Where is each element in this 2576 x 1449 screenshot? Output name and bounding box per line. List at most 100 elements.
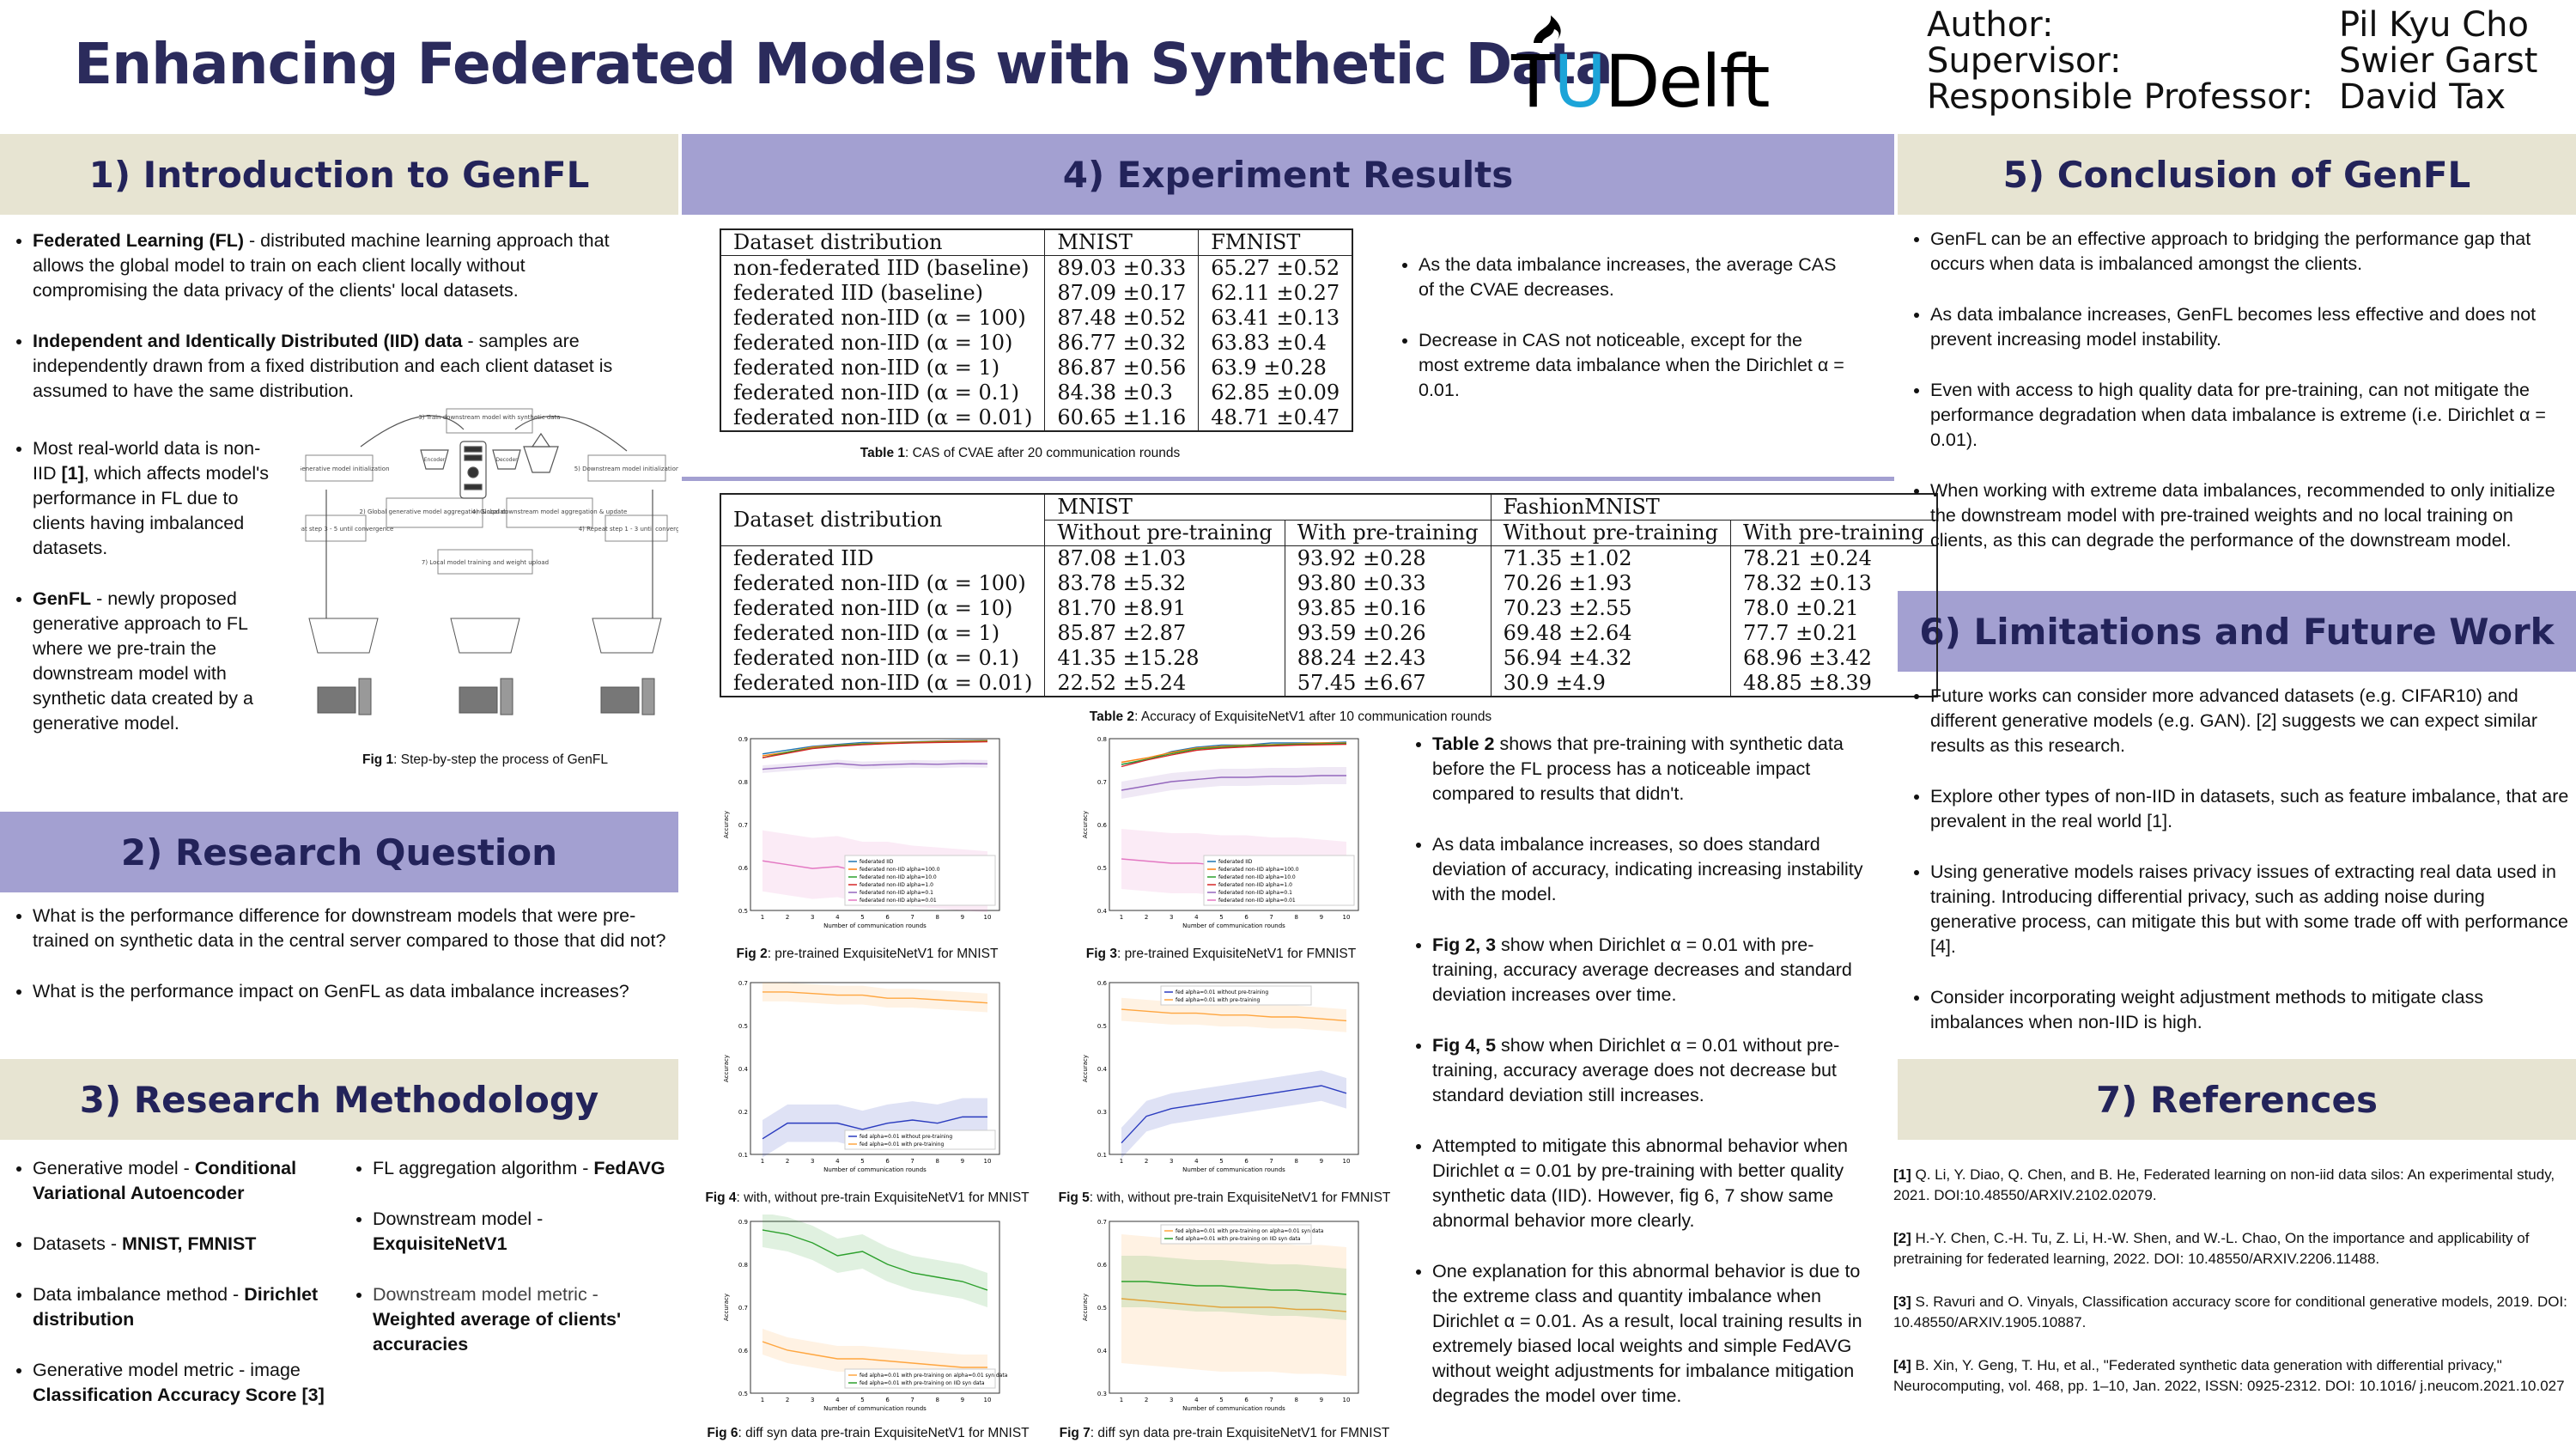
client-model-icon — [450, 618, 520, 654]
y-axis-label: Accuracy — [723, 1294, 730, 1321]
y-tick-label: 0.5 — [1097, 1023, 1107, 1030]
table1-cell: federated non-IID (α = 100) — [733, 306, 1026, 330]
plot-frame — [750, 1221, 1000, 1394]
table2-sub-cell: Without pre-training — [1044, 520, 1285, 546]
legend-box — [1160, 985, 1312, 1006]
x-axis-label: Number of communication rounds — [1182, 1166, 1285, 1173]
table1-row: federated non-IID (α = 0.01) 60.65 ±1.16 4… — [721, 405, 1352, 430]
fig4-plot: 1 2 3 4 5 6 7 8 9 10 0.1 0.2 0.4 0.5 0.7 Number of comm… — [720, 976, 1012, 1190]
fig1-box-3: 3) Train downstream model with synthetic… — [418, 414, 560, 421]
table2-cell: 93.59 ±0.26 — [1284, 621, 1492, 646]
tudelft-logo: TUDelft — [1511, 10, 1771, 124]
y-tick-label: 0.5 — [1097, 865, 1107, 872]
fig1-box-1: 1) Generative model initialization — [301, 466, 390, 472]
x-tick-label: 10 — [984, 914, 992, 921]
table1-cell: 87.48 ±0.52 — [1044, 306, 1199, 331]
x-tick-label: 5 — [1219, 1158, 1223, 1165]
method-imbalance: Data imbalance method - Dirichlet distri… — [33, 1282, 343, 1332]
y-tick-label: 0.6 — [738, 1348, 749, 1355]
conclusion-4: When working with extreme data imbalance… — [1930, 478, 2569, 553]
table1-cell: 65.27 ±0.52 — [1198, 255, 1352, 281]
legend-label: fed alpha=0.01 without pre-training — [860, 1134, 952, 1140]
std-band — [1121, 1070, 1346, 1159]
table2-sub-cell: Without pre-training — [1490, 520, 1731, 546]
table1-cell: 89.03 ±0.33 — [1044, 255, 1199, 281]
fig5-plot: 1 2 3 4 5 6 7 8 9 10 0.1 0.3 0.4 0.5 0.6 Number of comm… — [1078, 976, 1370, 1190]
table2-cell: 81.70 ±8.91 — [1044, 596, 1285, 621]
legend-box — [844, 1129, 996, 1150]
x-tick-label: 8 — [1295, 914, 1298, 921]
x-tick-label: 6 — [885, 1158, 890, 1165]
std-band — [762, 983, 987, 1013]
table2-cell: 93.85 ±0.16 — [1284, 596, 1492, 621]
note-explanation: One explanation for this abnormal behavi… — [1432, 1259, 1872, 1409]
table1: Dataset distribution MNIST FMNIST non-feder… — [720, 228, 1354, 432]
fig1-box-4: 4) Global downstream model aggregation &… — [472, 508, 628, 515]
s5-header: 5) Conclusion of GenFL — [1898, 134, 2576, 215]
x-tick-label: 8 — [1295, 1158, 1298, 1165]
series-line — [1121, 1085, 1347, 1144]
s1-body-narrow: Most real-world data is non-IID [1], whi… — [9, 436, 280, 762]
table2-cell: 77.7 ±0.21 — [1729, 621, 1936, 646]
table1-caption: Table 1: CAS of CVAE after 20 communicat… — [860, 446, 1181, 460]
y-tick-label: 0.6 — [738, 865, 749, 872]
fig3-plot: 1 2 3 4 5 6 7 8 9 10 0.4 0.5 0.6 0.7 0.8 Number of comm… — [1078, 732, 1370, 947]
table2-row: federated non-IID (α = 10) 81.70 ±8.91 93.… — [721, 596, 1936, 621]
fig1-box-5: 5) Downstream model initialization — [574, 466, 678, 472]
x-tick-label: 2 — [786, 1397, 789, 1403]
x-axis-label: Number of communication rounds — [823, 1405, 927, 1412]
x-tick-label: 4 — [835, 914, 840, 921]
method-generative-model: Generative model - Conditional Variation… — [33, 1156, 343, 1206]
x-tick-label: 7 — [1269, 914, 1273, 921]
legend-label: federated non-IID alpha=100.0 — [1218, 867, 1299, 873]
client-model-icon — [592, 618, 662, 654]
y-axis-label: Accuracy — [1082, 811, 1089, 838]
legend-label: fed alpha=0.01 with pre-training on IID … — [860, 1380, 985, 1386]
table2-sub-cell: With pre-training — [1729, 520, 1936, 546]
note-fig45: Fig 4, 5 show when Dirichlet α = 0.01 wi… — [1432, 1033, 1872, 1108]
table2-row: federated non-IID (α = 0.1) 41.35 ±15.28 8… — [721, 646, 1936, 671]
future-2: Explore other types of non-IID in datase… — [1930, 784, 2569, 834]
table1-cell: federated non-IID (α = 0.1) — [733, 381, 1020, 405]
x-tick-label: 6 — [1244, 914, 1249, 921]
x-tick-label: 9 — [1320, 1158, 1323, 1165]
y-tick-label: 0.7 — [738, 1305, 748, 1312]
table1-header-cell: FMNIST — [1198, 230, 1352, 256]
s3-col-right: FL aggregation algorithm - FedAVG Downst… — [349, 1156, 675, 1383]
method-downstream: Downstream model - ExquisiteNetV1 — [373, 1207, 675, 1257]
table2-cell: 70.26 ±1.93 — [1490, 571, 1731, 596]
table2-cell: 78.32 ±0.13 — [1729, 571, 1936, 596]
method-gen-metric: Generative model metric - image Classifi… — [33, 1358, 343, 1408]
std-band — [1121, 1256, 1346, 1320]
y-tick-label: 0.9 — [738, 736, 748, 743]
table1-row: federated non-IID (α = 0.1) 84.38 ±0.3 62.… — [721, 381, 1352, 405]
y-tick-label: 0.1 — [738, 1152, 748, 1159]
table2-cell: 57.45 ±6.67 — [1284, 671, 1492, 696]
x-tick-label: 3 — [811, 1397, 814, 1403]
series-line — [1121, 1298, 1347, 1312]
table2-row: federated non-IID (α = 0.01) 22.52 ±5.24 5… — [721, 671, 1936, 696]
table2-cell: 83.78 ±5.32 — [1044, 571, 1285, 596]
x-axis-label: Number of communication rounds — [1182, 1405, 1285, 1412]
bullet-iid: Independent and Identically Distributed … — [33, 329, 644, 404]
x-tick-label: 2 — [786, 914, 789, 921]
table1-cell: federated IID (baseline) — [733, 281, 984, 305]
x-tick-label: 3 — [1170, 914, 1173, 921]
table2-cell: 78.21 ±0.24 — [1729, 545, 1936, 571]
y-tick-label: 0.3 — [1097, 1391, 1107, 1397]
note-std-dev: As data imbalance increases, so does sta… — [1432, 832, 1872, 907]
y-tick-label: 0.9 — [738, 1219, 748, 1226]
table2-cell: 22.52 ±5.24 — [1044, 671, 1285, 696]
research-question-2: What is the performance impact on GenFL … — [33, 979, 670, 1004]
legend-label: federated IID — [1218, 859, 1253, 865]
series-line — [762, 740, 988, 758]
std-band — [1121, 1234, 1346, 1376]
y-tick-label: 0.4 — [1097, 1348, 1108, 1355]
x-tick-label: 5 — [1219, 1397, 1223, 1403]
table2-sub-row: Without pre-training With pre-training Wit… — [721, 520, 1936, 546]
x-tick-label: 8 — [936, 914, 939, 921]
logo-u: U — [1553, 40, 1607, 124]
reference-4: [4] B. Xin, Y. Geng, T. Hu, et al., "Fed… — [1893, 1357, 2565, 1394]
logo-delft: Delft — [1604, 40, 1771, 124]
reference-2: [2] H.-Y. Chen, C.-H. Tu, Z. Li, H.-W. S… — [1893, 1230, 2530, 1267]
